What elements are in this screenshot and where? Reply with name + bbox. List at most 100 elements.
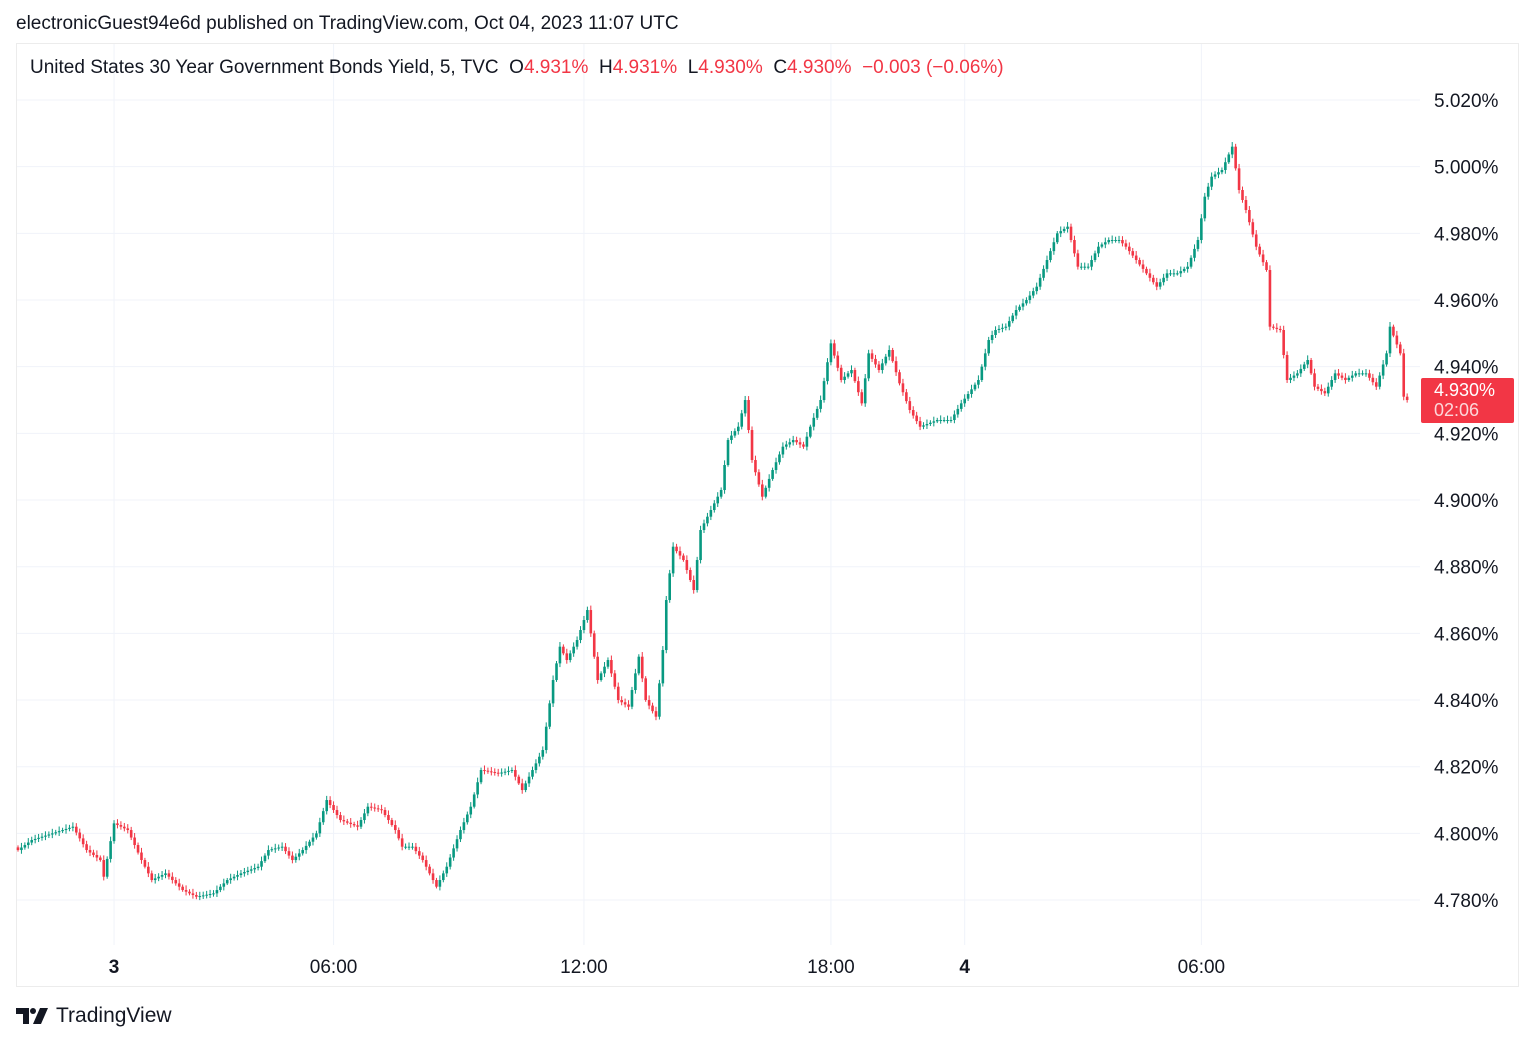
candle-body [1045,260,1049,269]
candle [733,428,737,438]
candle-body [222,883,226,887]
candle-body [88,850,92,853]
candle [294,853,298,863]
candle [88,845,92,857]
candle-body [1224,162,1227,171]
candle [596,652,599,684]
candle-body [40,836,44,838]
candle-body [908,401,912,411]
candle [1368,369,1371,381]
candle-body [589,610,593,634]
candle [75,823,78,836]
candle-body [1059,231,1063,234]
candle [1285,351,1289,383]
candle [373,803,377,812]
candle-body [565,653,569,661]
candle [764,485,768,499]
candle-body [1176,273,1179,275]
candle [246,866,250,876]
candle-body [1337,373,1340,376]
candle [956,404,960,418]
candle [85,840,88,853]
candle-body [1217,172,1220,175]
candle-body [819,400,822,409]
candle [857,376,860,396]
candle-body [514,770,517,777]
candle [212,890,215,897]
candle [1265,259,1268,272]
candle-body [850,370,853,374]
candle-body [1313,373,1316,387]
candle [376,804,380,812]
candle-body [1148,273,1152,278]
candle-body [1234,146,1237,169]
candle [891,347,894,363]
candle [397,827,401,841]
candle-body [1347,377,1351,381]
candle [730,430,733,444]
candle [997,325,1001,334]
candle-body [479,770,483,783]
candle [136,842,140,855]
candle-body [915,415,918,422]
candle [37,833,40,843]
candle-body [33,838,37,841]
candle-body [490,771,493,773]
candle-body [363,813,366,821]
candle-body [795,440,798,443]
chart-pane[interactable] [16,43,1519,987]
open-label: O [509,57,524,78]
candle [668,569,671,603]
candle-body [366,806,370,814]
candle-body [946,420,949,422]
candle-body [1172,273,1176,275]
candle-body [613,673,617,687]
candle-body [380,809,383,811]
candle-body [342,820,346,822]
candle-body [30,840,34,843]
candle-body [1179,271,1183,274]
candle [44,831,47,841]
candle [424,855,428,871]
candle-body [1350,375,1354,378]
candle-body [750,430,754,461]
candle-body [61,830,64,832]
candle-body [1302,364,1306,369]
candle-body [160,875,164,877]
candle-body [596,656,599,681]
candle-body [1275,327,1279,329]
candle [887,345,891,361]
candle [846,370,850,379]
candle-body [1320,388,1323,392]
candle-body [1306,360,1309,365]
candle [908,396,912,414]
candle [555,661,558,682]
candle [853,367,857,383]
tradingview-logo[interactable]: TradingView [16,1004,172,1028]
price-tick-label: 5.000% [1434,158,1499,179]
candle [116,819,119,829]
candle-body [1062,228,1066,232]
candle [469,802,473,819]
candle-body [345,821,349,823]
candle [966,391,970,401]
candle [819,395,822,413]
candle [548,700,551,730]
candle-body [805,436,809,447]
candle [1049,248,1052,263]
candle [843,372,846,384]
candle [737,422,740,435]
candle-body [949,420,953,422]
candle-body [1402,353,1406,397]
candle-body [970,389,973,395]
candle-body [798,442,802,445]
candle-body [1162,277,1165,283]
candle [953,410,956,424]
candle-body [387,815,390,821]
candle [1224,157,1227,174]
candle [150,870,154,883]
time-tick-label: 06:00 [1178,957,1226,978]
candle-body [661,650,665,684]
candle-body [452,848,455,858]
